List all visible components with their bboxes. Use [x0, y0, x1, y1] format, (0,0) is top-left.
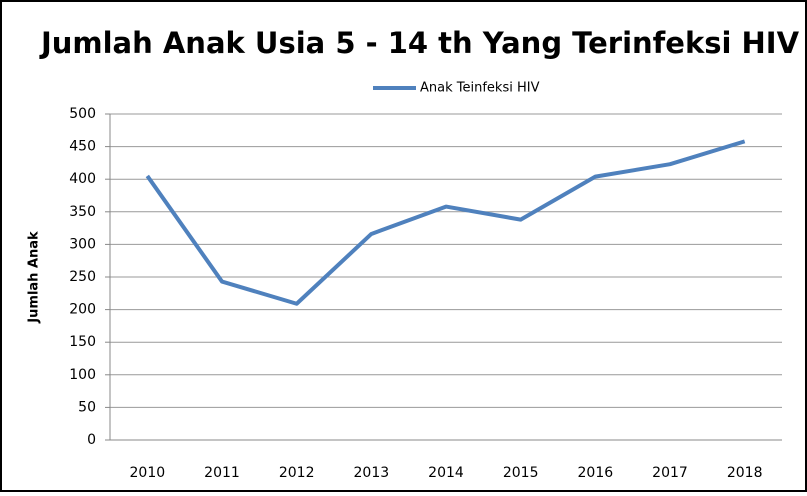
x-tick-label: 2011	[204, 465, 240, 481]
legend-label: Anak Teinfeksi HIV	[420, 81, 540, 96]
x-tick-label: 2017	[652, 465, 688, 481]
y-tick-label: 450	[69, 139, 96, 155]
y-tick-label: 400	[69, 171, 96, 187]
y-tick-label: 100	[69, 367, 96, 383]
x-tick-label: 2010	[130, 465, 166, 481]
y-tick-label: 0	[87, 432, 96, 448]
y-tick-label: 50	[78, 399, 96, 415]
y-axis-label: Jumlah Anak	[27, 231, 42, 324]
x-tick-label: 2016	[578, 465, 614, 481]
y-tick-label: 200	[69, 302, 96, 318]
y-tick-label: 300	[69, 236, 96, 252]
y-tick-label: 350	[69, 204, 96, 220]
x-tick-label: 2015	[503, 465, 539, 481]
chart-title: Jumlah Anak Usia 5 - 14 th Yang Terinfek…	[39, 26, 800, 60]
x-tick-label: 2014	[428, 465, 464, 481]
y-tick-label: 250	[69, 269, 96, 285]
x-tick-label: 2012	[279, 465, 315, 481]
x-tick-label: 2013	[354, 465, 390, 481]
data-line	[145, 139, 746, 306]
y-tick-label: 150	[69, 334, 96, 350]
x-tick-label: 2018	[727, 465, 763, 481]
y-tick-label: 500	[69, 106, 96, 122]
